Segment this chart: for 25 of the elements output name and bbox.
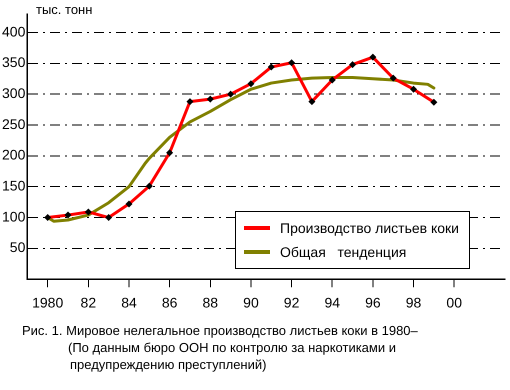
x-tick-label: 00	[446, 294, 462, 310]
text: предупреждению преступлений)	[69, 356, 268, 373]
y-tick-label: 300	[2, 85, 26, 102]
x-tick-label: 82	[80, 294, 96, 310]
y-axis-title: тыс. тонн	[36, 2, 92, 17]
y-tick-label: 250	[2, 116, 26, 132]
y-tick-label: 100	[2, 208, 26, 224]
x-tick-label: 92	[284, 294, 300, 310]
y-tick-label: 150	[2, 178, 26, 194]
x-tick-label: 96	[365, 294, 381, 310]
x-tick-label: 94	[324, 294, 340, 310]
x-tick-label: 88	[202, 294, 218, 310]
text: (По данным бюро ООН по контролю за наркотиками и	[67, 339, 397, 356]
y-tick-label: 350	[2, 54, 26, 70]
y-tick-label: 400	[2, 23, 26, 40]
x-tick-label: 84	[121, 294, 137, 310]
x-tick-label: 1980	[32, 294, 64, 310]
x-tick-label: 98	[406, 294, 422, 310]
legend-label: Общая тенденция	[280, 244, 406, 260]
x-tick-label: 90	[243, 294, 259, 310]
x-tick-label: 86	[162, 294, 178, 310]
y-tick-label: 50	[10, 239, 26, 256]
legend-label: Производство листьев коки	[280, 220, 459, 236]
y-tick-label: 200	[2, 146, 26, 163]
text: Рис. 1. Мировое нелегальное производство листьев коки в 1980–	[21, 322, 419, 339]
